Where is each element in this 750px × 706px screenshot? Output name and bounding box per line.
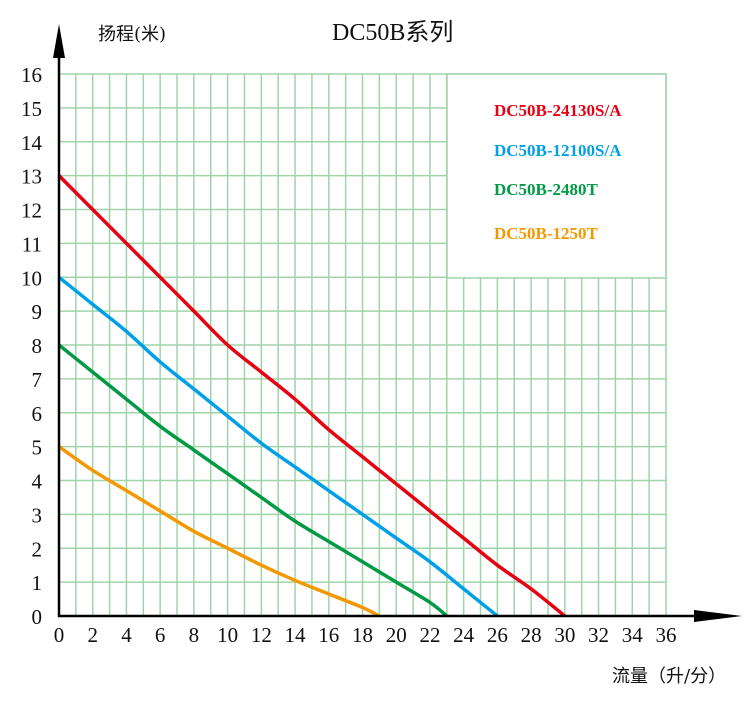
y-tick-label: 9 [32, 300, 43, 324]
x-tick-label: 30 [554, 623, 575, 647]
x-tick-label: 12 [251, 623, 272, 647]
y-tick-label: 0 [32, 605, 43, 629]
y-tick-label: 2 [32, 537, 43, 561]
y-tick-label: 14 [21, 131, 43, 155]
series-line-2 [57, 343, 448, 618]
series-line-3 [57, 445, 381, 618]
y-tick-label: 3 [32, 503, 43, 527]
x-tick-label: 32 [588, 623, 609, 647]
legend-item: DC50B-24130S/A [494, 101, 622, 120]
y-axis-title: 扬程(米) [98, 24, 166, 45]
chart-title: DC50B系列 [332, 19, 453, 46]
x-tick-label: 22 [419, 623, 440, 647]
x-tick-label: 2 [87, 623, 98, 647]
x-tick-label: 10 [217, 623, 238, 647]
x-tick-label: 26 [487, 623, 508, 647]
x-tick-label: 8 [189, 623, 200, 647]
series-line-0 [57, 174, 566, 618]
y-tick-label: 10 [21, 266, 42, 290]
y-tick-label: 15 [21, 97, 42, 121]
x-tick-label: 18 [352, 623, 373, 647]
x-tick-label: 6 [155, 623, 166, 647]
x-tick-label: 14 [285, 623, 307, 647]
legend-box [446, 73, 667, 279]
axes [53, 24, 742, 622]
legend-item: DC50B-2480T [494, 180, 599, 199]
legend-item: DC50B-1250T [494, 224, 599, 243]
x-tick-label: 20 [386, 623, 407, 647]
y-tick-label: 6 [32, 402, 43, 426]
x-axis-title: 流量（升/分） [612, 666, 726, 687]
series-line-1 [57, 275, 499, 618]
x-axis-arrow-icon [694, 610, 742, 622]
x-tick-labels: 0 2 4 6 8 10 12 14 16 18 20 22 24 26 28 30 32 34 36 [54, 623, 677, 647]
x-tick-label: 36 [656, 623, 677, 647]
x-tick-label: 16 [318, 623, 339, 647]
x-tick-label: 28 [521, 623, 542, 647]
y-axis-arrow-icon [53, 24, 65, 58]
y-tick-label: 8 [32, 334, 43, 358]
y-tick-label: 5 [32, 436, 43, 460]
y-tick-label: 7 [32, 368, 43, 392]
series-lines [57, 174, 566, 618]
legend-item: DC50B-12100S/A [494, 141, 622, 160]
x-tick-label: 0 [54, 623, 65, 647]
y-tick-label: 12 [21, 199, 42, 223]
y-tick-label: 11 [22, 232, 42, 256]
y-tick-label: 16 [21, 63, 42, 87]
y-tick-label: 4 [32, 470, 43, 494]
y-tick-label: 13 [21, 165, 42, 189]
legend: DC50B-24130S/A DC50B-12100S/A DC50B-2480T D… [494, 101, 622, 243]
y-tick-label: 1 [32, 571, 43, 595]
x-tick-label: 34 [622, 623, 644, 647]
x-tick-label: 4 [121, 623, 132, 647]
x-tick-label: 24 [453, 623, 475, 647]
